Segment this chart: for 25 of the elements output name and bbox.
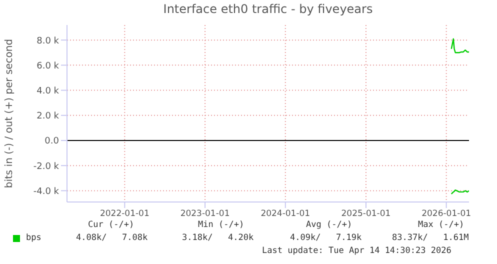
- y-tick-label: -4.0 k: [33, 186, 60, 197]
- x-tick-label: 2026-01-01: [422, 209, 472, 220]
- y-tick-label: -2.0 k: [33, 162, 60, 172]
- x-tick-label: 2024-01-01: [260, 209, 310, 220]
- y-tick-label: 2.0 k: [36, 112, 60, 122]
- text: Last update: Tue Apr 14 14:30:23 2026: [262, 246, 452, 257]
- text: 4.08k/ 7.08k: [76, 233, 148, 244]
- legend-label: bps: [25, 233, 42, 243]
- y-tick-label: 0.0: [44, 136, 60, 147]
- y-axis-title: bits in (-) / out (+) per second: [4, 38, 16, 188]
- chart-title: Interface eth0 traffic - by fiveyears: [162, 2, 374, 16]
- x-tick-label: 2025-01-01: [341, 209, 391, 220]
- y-tick-label: 4.0 k: [36, 86, 60, 96]
- text: Max (-/+): [418, 220, 464, 231]
- text: 3.18k/ 4.20k: [182, 233, 254, 244]
- text: Cur (-/+): [88, 220, 134, 231]
- y-tick-label: 6.0 k: [36, 61, 60, 72]
- text: 83.37k/ 1.61M: [392, 233, 469, 244]
- text: Avg (-/+): [306, 220, 352, 231]
- line-series: [450, 38, 469, 54]
- x-tick-label: 2023-01-01: [180, 209, 230, 220]
- text: Min (-/+): [198, 220, 244, 231]
- text: 4.09k/ 7.19k: [290, 233, 362, 244]
- y-tick-label: 8.0 k: [36, 36, 60, 46]
- x-tick-label: 2022-01-01: [100, 209, 150, 220]
